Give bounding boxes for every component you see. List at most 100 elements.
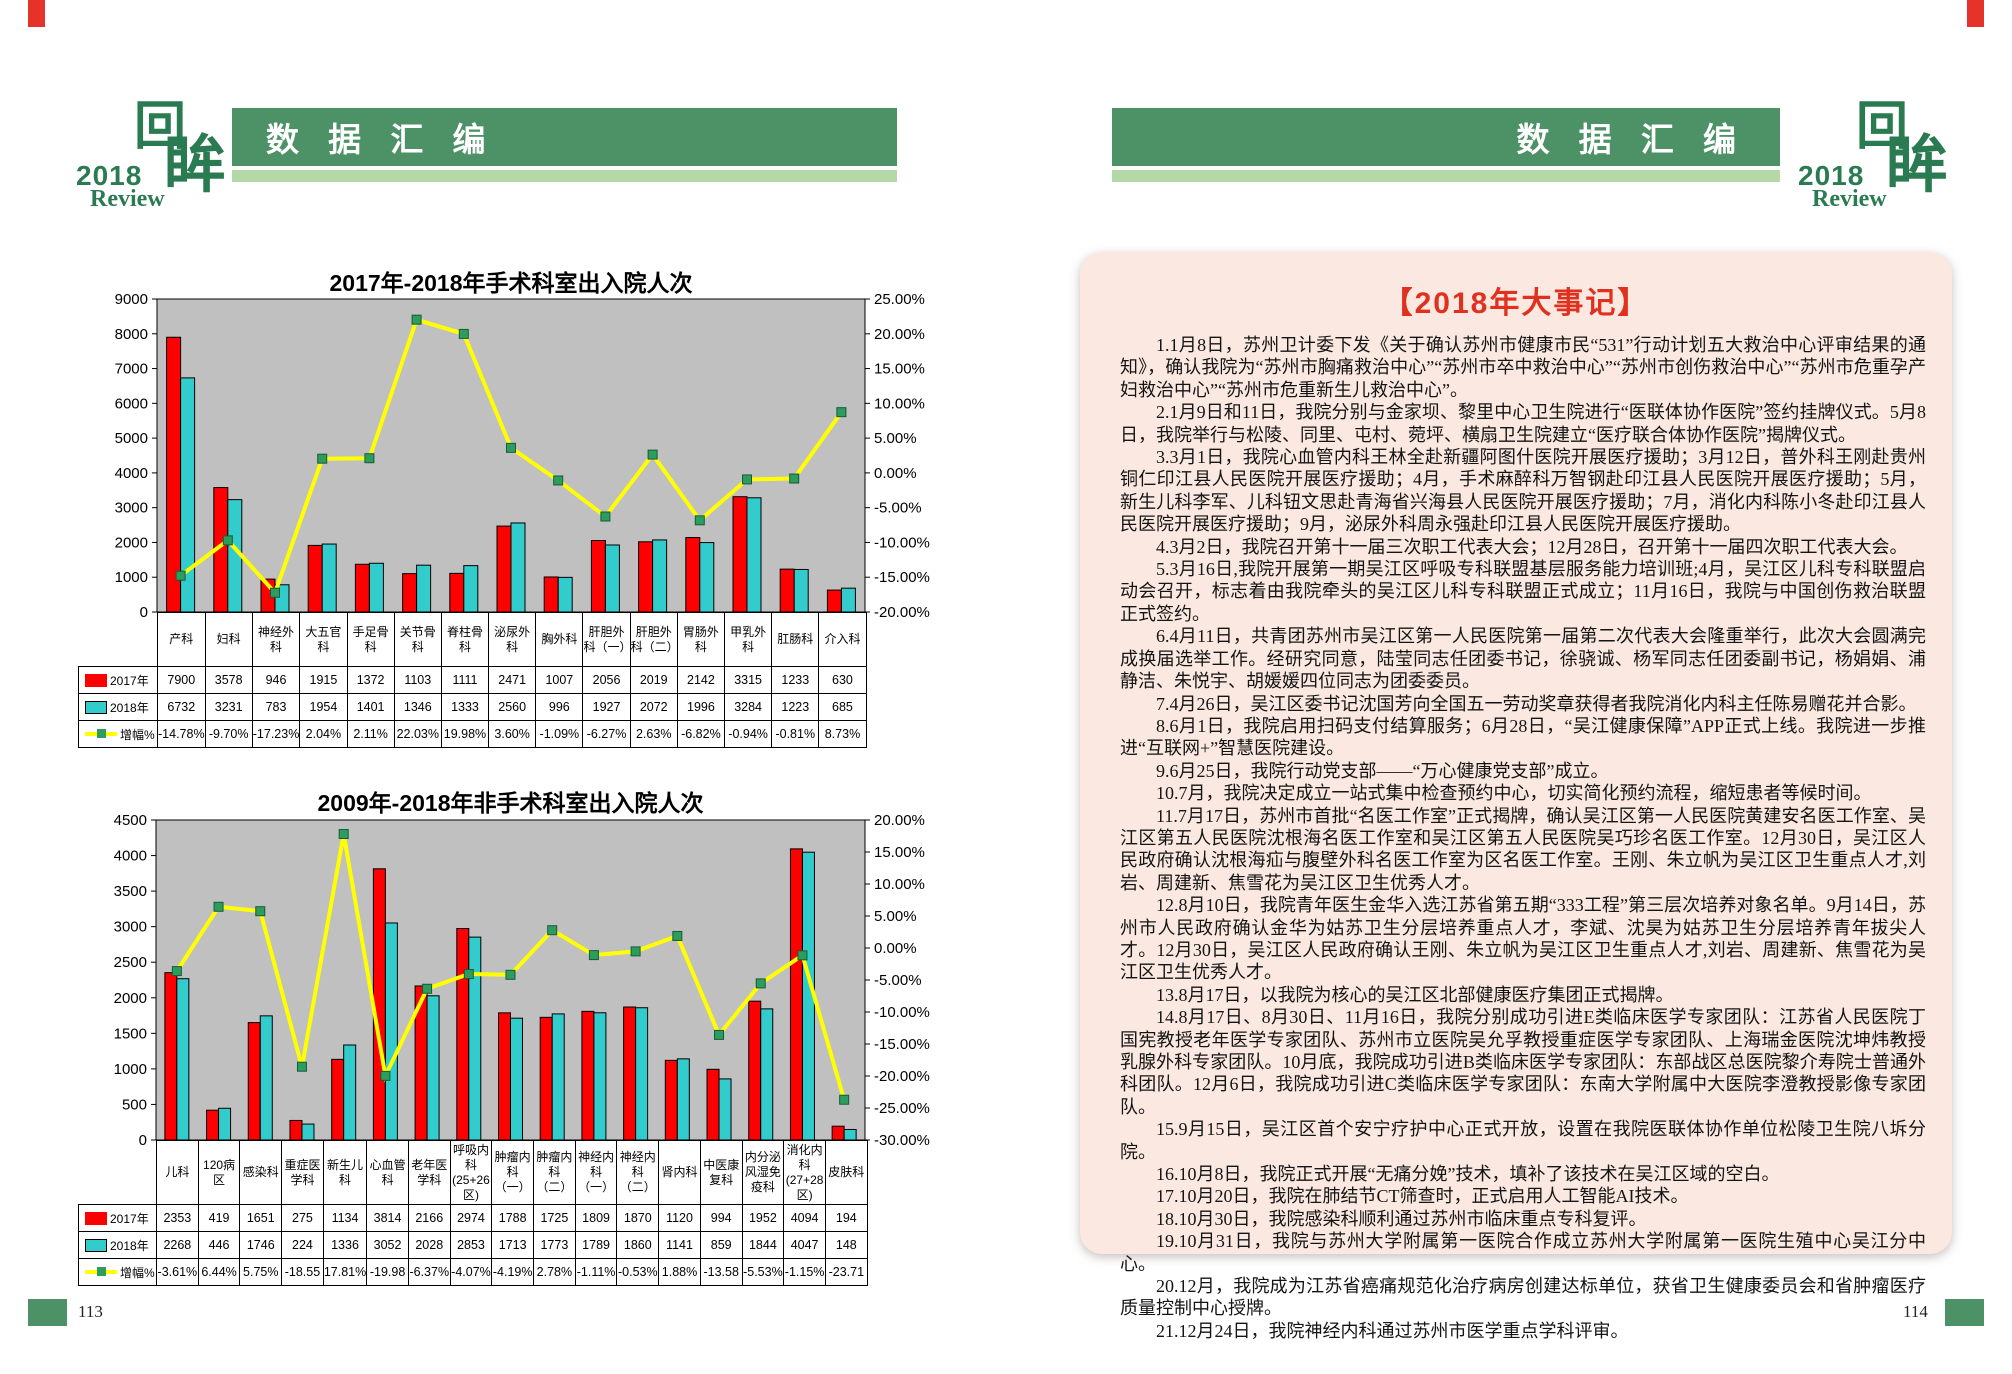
bar-2017年 (623, 1006, 637, 1141)
category-header: 神经内科（一） (574, 1140, 618, 1205)
growth-marker (171, 966, 182, 977)
bar-2018年 (676, 1058, 690, 1141)
right-axis-label: 0.00% (874, 465, 917, 482)
value-cell: -13.58 (699, 1258, 743, 1286)
value-cell: -6.27% (582, 720, 631, 748)
value-cell: 3052 (366, 1231, 409, 1259)
category-header: 产科 (157, 612, 206, 667)
bar-2017年 (826, 589, 842, 613)
bar-2018年 (274, 584, 290, 613)
logo-year: 2018 (1798, 160, 1865, 191)
bar-2017年 (789, 848, 803, 1141)
category-header: 肿瘤内科（二） (533, 1140, 576, 1205)
value-cell: 1954 (299, 693, 348, 721)
bar-2018年 (510, 1017, 523, 1141)
left-axis-label: 7000 (115, 361, 148, 378)
value-cell: -0.53% (616, 1258, 660, 1286)
value-cell: 2019 (629, 666, 678, 694)
category-header: 肝胆外科（二） (629, 612, 678, 667)
banner-text-right: 数 据 汇 编 (1516, 121, 1746, 158)
chart-title-surgical: 2017年-2018年手术科室出入院人次 (329, 270, 693, 296)
value-cell: 275 (281, 1204, 324, 1232)
growth-marker (797, 950, 808, 961)
bar-2018年 (604, 544, 620, 613)
logo-glyph-hui: 回 (134, 99, 187, 156)
bar-2018年 (840, 587, 856, 613)
nonsurgical-chart-canvas: 45004000350030002500200015001000500020.0… (114, 812, 930, 1149)
category-header: 胸外科 (535, 612, 584, 667)
bar-2018年 (593, 1012, 607, 1141)
legend-swatch-bar (85, 700, 107, 714)
logo-huimou-left: 回 眸 2018 Review (76, 98, 246, 213)
value-cell: 1927 (582, 693, 631, 721)
bar-2018年 (180, 377, 196, 613)
value-cell: 1.88% (658, 1258, 701, 1286)
bar-2018年 (463, 565, 479, 613)
value-cell: -18.55 (281, 1258, 324, 1286)
event-item: 21.12月24日，我院神经内科通过苏州市医学重点学科评审。 (1156, 1320, 1629, 1341)
right-axis-label: -15.00% (874, 1036, 930, 1053)
value-cell: 994 (699, 1204, 743, 1232)
event-item: 3.3月1日，我院心血管内科王林全赴新疆阿图什医院开展医疗援助；3月12日，普外… (1120, 447, 1926, 535)
value-cell: 1120 (658, 1204, 701, 1232)
top-right-red-mark (1967, 0, 1984, 27)
left-axis-label: 4000 (115, 465, 148, 482)
growth-marker (742, 474, 752, 485)
bar-2017年 (685, 537, 701, 613)
growth-marker (505, 969, 516, 980)
table-row: 2018年 2268 446 1746 224 1336 3052 2028 2853 1713 1… (78, 1231, 868, 1259)
value-cell: -19.98 (366, 1258, 409, 1286)
category-header: 关节骨科 (393, 612, 442, 667)
series-name: 2018年 (110, 700, 149, 715)
growth-marker (672, 930, 683, 941)
value-cell: 1915 (299, 666, 348, 694)
value-cell: 1336 (322, 1231, 368, 1259)
bar-2018年 (652, 539, 668, 613)
bar-2017年 (206, 1109, 220, 1141)
logo-glyph-mou: 眸 (164, 132, 227, 200)
category-header: 手足骨科 (346, 612, 395, 667)
value-cell: 1103 (393, 666, 442, 694)
bar-2018年 (718, 1078, 732, 1141)
bar-2017年 (496, 525, 512, 613)
left-axis-label: 4000 (114, 848, 147, 865)
value-cell: 1007 (535, 666, 584, 694)
bar-2017年 (164, 972, 178, 1141)
bar-2018年 (557, 576, 573, 613)
value-cell: 3284 (723, 693, 773, 721)
value-cell: 8.73% (818, 720, 867, 748)
bar-2018年 (368, 562, 384, 613)
right-axis-label: 15.00% (874, 361, 925, 378)
value-cell: 17.81% (322, 1258, 368, 1286)
right-axis-label: -20.00% (874, 604, 930, 621)
right-axis-label: 20.00% (874, 326, 925, 343)
category-header: 皮肤科 (824, 1140, 868, 1205)
bar-2017年 (354, 563, 370, 613)
growth-marker (755, 978, 766, 989)
value-cell: 3814 (366, 1204, 409, 1232)
value-cell: 2560 (488, 693, 537, 721)
category-header: 感染科 (239, 1140, 283, 1205)
left-axis-label: 2500 (114, 954, 147, 971)
value-cell: 2.78% (533, 1258, 576, 1286)
growth-marker (630, 946, 641, 957)
legend-line-marker (97, 1266, 106, 1276)
series-name: 2018年 (110, 1238, 149, 1253)
left-axis-label: 3000 (114, 919, 147, 936)
growth-marker (789, 473, 800, 484)
left-axis-label: 5000 (115, 430, 148, 447)
growth-marker (270, 587, 280, 598)
value-cell: 1651 (239, 1204, 283, 1232)
value-cell: -1.11% (574, 1258, 618, 1286)
growth-marker (411, 314, 422, 325)
logo-review: Review (1812, 186, 1887, 212)
value-cell: -6.82% (676, 720, 726, 748)
right-axis-label: 0.00% (874, 940, 917, 957)
right-axis-label: 5.00% (874, 908, 917, 925)
chart-data-table: 产科 妇科 神经外科 大五官科 手足骨科 关节骨科 脊柱骨科 泌尿外科 胸外科 肝胆外科（一） 肝胆… (78, 612, 867, 748)
growth-marker (255, 906, 266, 917)
legend-cell: 2017年 (78, 1204, 157, 1232)
bar-2018年 (510, 522, 526, 613)
legend-cell: 2018年 (78, 693, 158, 721)
footer-green-mark-right (1945, 1299, 1984, 1326)
